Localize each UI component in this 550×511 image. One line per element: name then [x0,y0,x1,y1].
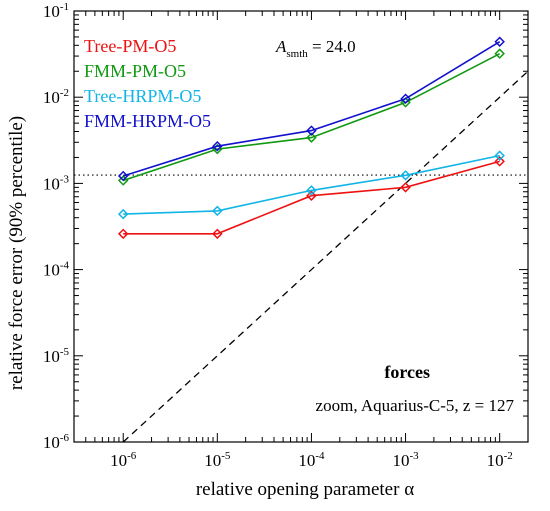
y-tick-label: 10-3 [43,173,70,193]
x-axis-tick-labels: 10-6 10-5 10-4 10-3 10-2 [110,450,513,470]
panel-label: forces [384,362,430,382]
series-line [123,160,500,235]
data-point [212,205,223,217]
legend-entry: Tree-HRPM-O5 [84,86,201,106]
plot-frame [73,10,529,443]
y-tick-label: 10-4 [43,260,70,280]
data-point [306,185,317,196]
data-point [117,175,129,186]
series-tree-pm-o5 [117,156,505,240]
data-point [212,228,223,240]
y-axis-tick-labels: 10-6 10-5 10-4 10-3 10-2 10-1 [43,1,70,452]
series-layer [117,36,505,240]
series-line [122,52,501,182]
data-point [306,125,317,136]
y-tick-label: 10-5 [43,346,70,366]
y-axis-ticks [74,10,528,443]
y-tick-label: 10-1 [43,1,69,21]
series-tree-hrpm-o5 [117,150,505,220]
x-axis-title: relative opening parameter α [196,479,414,500]
smoothing-symbol: A [275,37,287,56]
data-point [494,48,505,59]
data-point [494,156,505,167]
reference-diagonal-dashed-line [122,70,529,443]
legend-entry: FMM-PM-O5 [84,61,186,81]
smoothing-subscript: smth [286,48,308,60]
x-tick-label: 10-5 [204,450,231,470]
x-axis-ticks [73,11,529,442]
y-tick-label: 10-2 [43,87,69,107]
x-tick-label: 10-2 [487,450,513,470]
legend: Tree-PM-O5 FMM-PM-O5 Tree-HRPM-O5 FMM-HRPM-… [84,36,211,131]
data-point [400,170,411,181]
legend-entry: Tree-PM-O5 [84,36,176,56]
series-line [123,154,500,215]
y-axis-title: relative force error (90% percentile) [6,116,27,390]
series-line [122,41,501,177]
smoothing-value: = 24.0 [308,37,356,56]
run-label: zoom, Aquarius-C-5, z = 127 [316,396,515,415]
x-tick-label: 10-3 [392,450,419,470]
x-tick-label: 10-4 [298,450,325,470]
x-tick-label: 10-6 [110,450,137,470]
data-point [400,93,411,104]
legend-entry: FMM-HRPM-O5 [84,111,211,131]
data-point [306,132,317,143]
data-point [306,190,317,201]
data-point [494,36,505,47]
smoothing-annotation: Asmth = 24.0 [275,37,356,60]
y-tick-label: 10-6 [43,432,70,452]
data-point [117,170,129,182]
data-point [117,228,129,240]
series-fmm-hrpm-o5 [117,36,505,182]
data-point [494,150,505,161]
data-point [212,140,223,152]
data-point [117,208,129,220]
data-point [400,182,411,193]
